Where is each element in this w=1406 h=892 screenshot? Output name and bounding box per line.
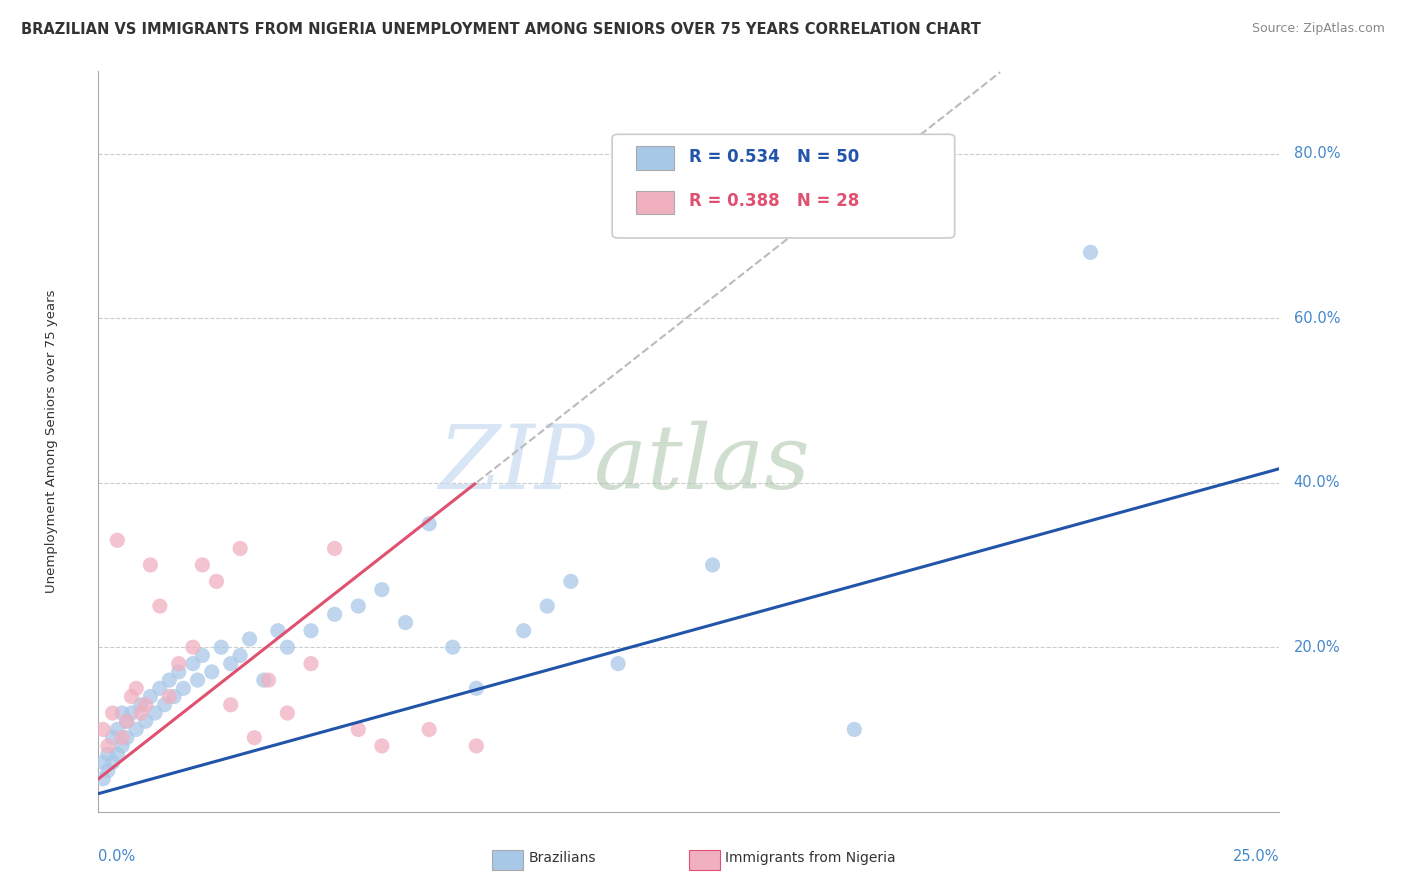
Point xyxy=(105,533,128,548)
Point xyxy=(276,706,298,720)
Point xyxy=(111,706,134,720)
Point xyxy=(253,673,276,687)
Point xyxy=(1080,245,1102,260)
Point xyxy=(91,772,114,786)
Text: ZIP: ZIP xyxy=(437,420,595,508)
Point xyxy=(371,739,394,753)
Point xyxy=(844,723,866,737)
Text: R = 0.534   N = 50: R = 0.534 N = 50 xyxy=(689,147,859,166)
Point xyxy=(347,599,370,613)
FancyBboxPatch shape xyxy=(636,191,673,214)
Point xyxy=(299,657,322,671)
Point xyxy=(91,723,114,737)
Text: 60.0%: 60.0% xyxy=(1294,310,1340,326)
Point xyxy=(143,706,166,720)
Point xyxy=(418,723,440,737)
Text: Immigrants from Nigeria: Immigrants from Nigeria xyxy=(725,851,896,865)
Point xyxy=(191,648,214,663)
Text: Source: ZipAtlas.com: Source: ZipAtlas.com xyxy=(1251,22,1385,36)
Point xyxy=(465,739,488,753)
Point xyxy=(91,756,114,770)
Point xyxy=(135,698,157,712)
Text: 80.0%: 80.0% xyxy=(1294,146,1340,161)
Text: Unemployment Among Seniors over 75 years: Unemployment Among Seniors over 75 years xyxy=(45,290,58,593)
Point xyxy=(105,723,128,737)
Point xyxy=(394,615,416,630)
Point xyxy=(299,624,322,638)
Point xyxy=(239,632,262,646)
Point xyxy=(139,690,162,704)
Point xyxy=(105,747,128,761)
Point xyxy=(229,648,252,663)
Point xyxy=(276,640,298,655)
Point xyxy=(129,698,152,712)
Point xyxy=(167,657,190,671)
Point xyxy=(149,681,172,696)
Point xyxy=(121,690,143,704)
Point xyxy=(418,516,440,531)
Point xyxy=(243,731,266,745)
Point xyxy=(115,714,138,729)
Text: Brazilians: Brazilians xyxy=(529,851,596,865)
Point xyxy=(157,690,180,704)
Point xyxy=(149,599,172,613)
Point xyxy=(121,706,143,720)
Point xyxy=(101,706,124,720)
Point xyxy=(115,731,138,745)
Point xyxy=(181,640,204,655)
Point xyxy=(167,665,190,679)
Point xyxy=(512,624,534,638)
Point xyxy=(97,764,120,778)
Point xyxy=(219,657,242,671)
Text: atlas: atlas xyxy=(595,420,810,508)
FancyBboxPatch shape xyxy=(612,135,955,238)
Point xyxy=(181,657,204,671)
Point xyxy=(157,673,180,687)
Point xyxy=(229,541,252,556)
Point xyxy=(465,681,488,696)
Text: 0.0%: 0.0% xyxy=(98,849,135,863)
Point xyxy=(219,698,242,712)
FancyBboxPatch shape xyxy=(636,146,673,169)
Point xyxy=(163,690,186,704)
Point xyxy=(101,731,124,745)
Point xyxy=(129,706,152,720)
Text: R = 0.388   N = 28: R = 0.388 N = 28 xyxy=(689,192,859,210)
Point xyxy=(111,739,134,753)
Point xyxy=(347,723,370,737)
Point xyxy=(201,665,224,679)
Point xyxy=(191,558,214,572)
Point xyxy=(323,607,346,622)
Point xyxy=(536,599,558,613)
Point xyxy=(607,657,630,671)
Point xyxy=(209,640,232,655)
Point xyxy=(205,574,228,589)
Point xyxy=(125,723,148,737)
Text: BRAZILIAN VS IMMIGRANTS FROM NIGERIA UNEMPLOYMENT AMONG SENIORS OVER 75 YEARS CO: BRAZILIAN VS IMMIGRANTS FROM NIGERIA UNE… xyxy=(21,22,981,37)
Text: 25.0%: 25.0% xyxy=(1233,849,1279,863)
Point xyxy=(702,558,724,572)
Point xyxy=(441,640,464,655)
Point xyxy=(139,558,162,572)
Point xyxy=(172,681,194,696)
Point xyxy=(267,624,290,638)
Text: 20.0%: 20.0% xyxy=(1294,640,1340,655)
Point xyxy=(257,673,280,687)
Point xyxy=(560,574,582,589)
Point xyxy=(125,681,148,696)
Point xyxy=(111,731,134,745)
Point xyxy=(135,714,157,729)
Point xyxy=(371,582,394,597)
Point xyxy=(97,747,120,761)
Point xyxy=(115,714,138,729)
Point xyxy=(187,673,209,687)
Point xyxy=(323,541,346,556)
Point xyxy=(97,739,120,753)
Point xyxy=(101,756,124,770)
Text: 40.0%: 40.0% xyxy=(1294,475,1340,491)
Point xyxy=(153,698,176,712)
